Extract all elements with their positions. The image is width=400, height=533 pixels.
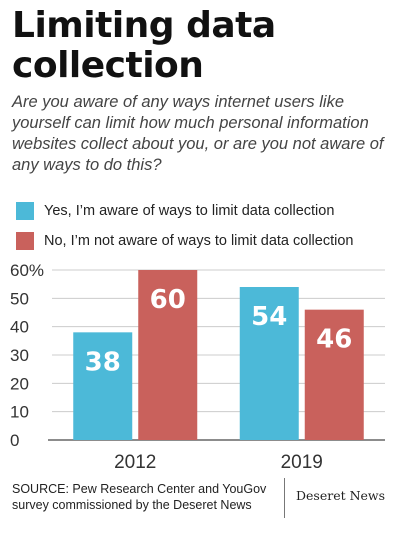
survey-question: Are you aware of any ways internet users… <box>12 93 384 174</box>
x-tick-label: 2019 <box>281 452 323 473</box>
bar-value-label: 38 <box>85 347 121 377</box>
x-tick-label: 2012 <box>114 452 156 473</box>
legend-item-yes: Yes, I’m aware of ways to limit data col… <box>16 196 386 226</box>
bar <box>138 270 198 440</box>
bar-value-label: 54 <box>251 302 287 332</box>
legend-swatch-yes <box>16 202 34 220</box>
y-tick-label: 50 <box>10 289 29 308</box>
y-tick-label: 60% <box>10 261 44 280</box>
y-tick-label: 20 <box>10 374 29 393</box>
bar <box>73 332 133 440</box>
y-tick-label: 30 <box>10 346 29 365</box>
y-tick-label: 10 <box>10 403 29 422</box>
chart-title: Limiting data collection <box>12 5 276 86</box>
legend: Yes, I’m aware of ways to limit data col… <box>16 196 386 256</box>
bar <box>304 309 364 440</box>
legend-item-no: No, I’m not aware of ways to limit data … <box>16 226 386 256</box>
y-tick-label: 40 <box>10 318 29 337</box>
bar <box>239 287 299 440</box>
bar-value-label: 60 <box>150 285 186 315</box>
publisher-logo: Deseret News <box>296 488 386 503</box>
source-note: SOURCE: Pew Research Center and YouGov s… <box>12 482 267 512</box>
y-tick-label: 0 <box>10 431 19 450</box>
bar-value-label: 46 <box>316 325 352 355</box>
footer-divider <box>284 478 285 518</box>
legend-label-no: No, I’m not aware of ways to limit data … <box>44 233 354 249</box>
legend-label-yes: Yes, I’m aware of ways to limit data col… <box>44 203 335 219</box>
legend-swatch-no <box>16 232 34 250</box>
